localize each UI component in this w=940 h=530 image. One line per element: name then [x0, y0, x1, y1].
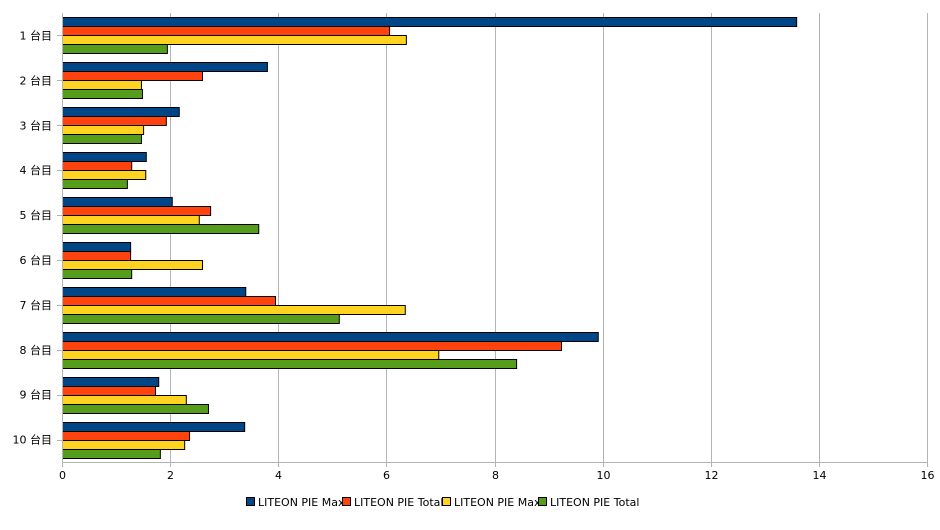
- x-tick-label: 2: [167, 469, 174, 482]
- y-tick-label: 8 台目: [20, 343, 53, 357]
- y-tick-label: 6 台目: [20, 253, 53, 267]
- y-tick-label: 5 台目: [20, 208, 53, 222]
- bar: [62, 386, 156, 396]
- bar: [62, 242, 132, 252]
- x-tick-label: 10: [597, 469, 611, 482]
- legend-swatch: [342, 497, 351, 506]
- legend-label: LITEON PIE Total: [354, 496, 443, 509]
- bar: [62, 296, 277, 306]
- legend-label: LITEON PIE Max: [454, 496, 541, 509]
- bar: [62, 269, 133, 279]
- bar: [62, 71, 204, 81]
- bar: [62, 89, 144, 99]
- y-tick-label: 1 台目: [20, 28, 53, 42]
- bar: [62, 440, 186, 450]
- x-tick-label: 4: [275, 469, 282, 482]
- bar: [62, 26, 391, 36]
- x-tick-label: 6: [383, 469, 390, 482]
- x-tick-label: 0: [59, 469, 66, 482]
- bar: [62, 44, 168, 54]
- y-tick-label: 4 台目: [20, 163, 53, 177]
- bar: [62, 332, 599, 342]
- bar: [62, 314, 340, 324]
- bars: [62, 17, 798, 459]
- y-tick-label: 10 台目: [13, 433, 53, 447]
- bar: [62, 260, 204, 270]
- bar: [62, 134, 142, 144]
- bar: [62, 62, 268, 72]
- bar: [62, 215, 200, 225]
- bar: [62, 179, 128, 189]
- bar: [62, 377, 160, 387]
- bar: [62, 287, 247, 297]
- bar: [62, 206, 212, 216]
- y-tick-label: 7 台目: [20, 298, 53, 312]
- bar: [62, 197, 173, 207]
- bar: [62, 125, 145, 135]
- bar: [62, 224, 260, 234]
- y-tick-label: 2 台目: [20, 73, 53, 87]
- x-tick-label: 14: [813, 469, 827, 482]
- bar: [62, 431, 191, 441]
- x-tick-label: 16: [921, 469, 935, 482]
- bar: [62, 422, 246, 432]
- legend-label: LITEON PIE Max: [258, 496, 345, 509]
- bar: [62, 170, 147, 180]
- x-tick-label: 12: [705, 469, 719, 482]
- bar: [62, 107, 180, 117]
- bar: [62, 251, 132, 261]
- bar: [62, 449, 161, 459]
- bar: [62, 80, 142, 90]
- legend: LITEON PIE Max LITEON PIE Total LITEON PIE…: [246, 496, 639, 509]
- bar: [62, 161, 133, 171]
- bar: [62, 17, 798, 27]
- y-tick-label: 9 台目: [20, 388, 53, 402]
- y-tick-label: 3 台目: [20, 118, 53, 132]
- axes: 0 2 4 6 8 10 12 14 16 1 台目 2 台目 3 台目 4 台目 5 台目 6 台目 7 台…: [13, 13, 935, 482]
- bar: [62, 305, 406, 315]
- bar: [62, 341, 562, 351]
- legend-swatch: [246, 497, 255, 506]
- bar: [62, 350, 440, 360]
- bar: [62, 35, 407, 45]
- bar: [62, 152, 147, 162]
- bar: [62, 359, 518, 369]
- legend-swatch: [538, 497, 547, 506]
- x-tick-label: 8: [492, 469, 499, 482]
- bar: [62, 116, 167, 126]
- bar: [62, 404, 209, 414]
- legend-swatch: [442, 497, 451, 506]
- bar: [62, 395, 187, 405]
- legend-label: LITEON PIE Total: [550, 496, 639, 509]
- grid-lines: [170, 13, 928, 462]
